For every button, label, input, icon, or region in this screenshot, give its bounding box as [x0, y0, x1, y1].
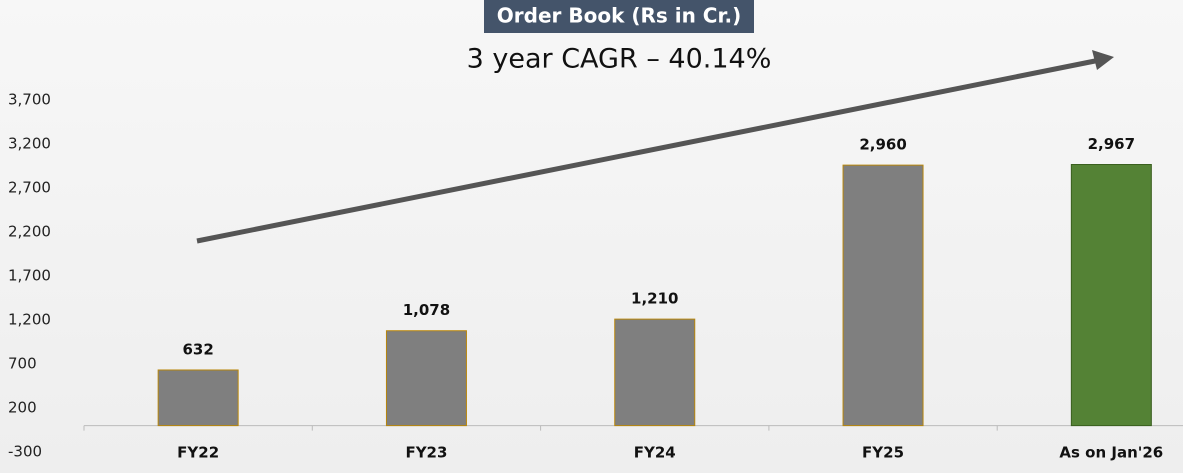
chart-subtitle: 3 year CAGR – 40.14% — [467, 44, 772, 75]
y-tick-label: 2,200 — [8, 223, 51, 241]
x-tick-label: FY22 — [177, 444, 219, 462]
value-label: 1,210 — [631, 290, 678, 308]
arrow-head — [1092, 50, 1114, 70]
bar — [1070, 164, 1152, 427]
y-tick-label: 1,200 — [8, 311, 51, 329]
bar — [157, 369, 239, 427]
x-tick-label: As on Jan'26 — [1059, 444, 1163, 462]
value-label: 1,078 — [403, 301, 450, 319]
y-tick-label: 3,700 — [8, 91, 51, 109]
bar — [614, 318, 696, 427]
value-label: 632 — [182, 340, 213, 358]
x-tick-label: FY23 — [405, 444, 447, 462]
bar — [842, 164, 924, 427]
value-label: 2,967 — [1088, 135, 1135, 153]
value-label: 2,960 — [859, 136, 906, 154]
y-tick-label: -300 — [8, 443, 42, 461]
title-box — [484, 0, 754, 33]
bar — [385, 330, 467, 427]
trend-arrow — [196, 57, 1101, 244]
y-tick-label: 2,700 — [8, 179, 51, 197]
y-tick-label: 3,200 — [8, 135, 51, 153]
y-tick-label: 700 — [8, 355, 37, 373]
x-tick-label: FY24 — [634, 444, 676, 462]
y-tick-label: 200 — [8, 399, 37, 417]
chart-title: Order Book (Rs in Cr.) — [497, 4, 741, 28]
x-tick-label: FY25 — [862, 444, 904, 462]
y-tick-label: 1,700 — [8, 267, 51, 285]
